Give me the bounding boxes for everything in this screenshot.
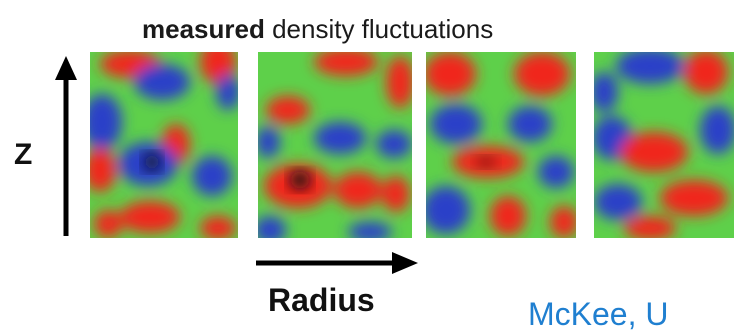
figure-title: measured density fluctuations <box>142 14 493 45</box>
radius-axis-label: Radius <box>268 282 375 318</box>
z-axis-label: Z <box>14 138 33 171</box>
density-panel-2 <box>258 52 412 238</box>
radius-axis-arrow <box>256 252 418 274</box>
title-rest: density fluctuations <box>264 14 494 44</box>
z-axis-arrow <box>55 56 77 236</box>
title-bold-word: measured <box>142 14 265 44</box>
density-panel-3 <box>426 52 576 238</box>
density-panel-1 <box>90 52 238 238</box>
author-credit: McKee, U <box>528 296 669 332</box>
density-panel-4 <box>594 52 734 238</box>
